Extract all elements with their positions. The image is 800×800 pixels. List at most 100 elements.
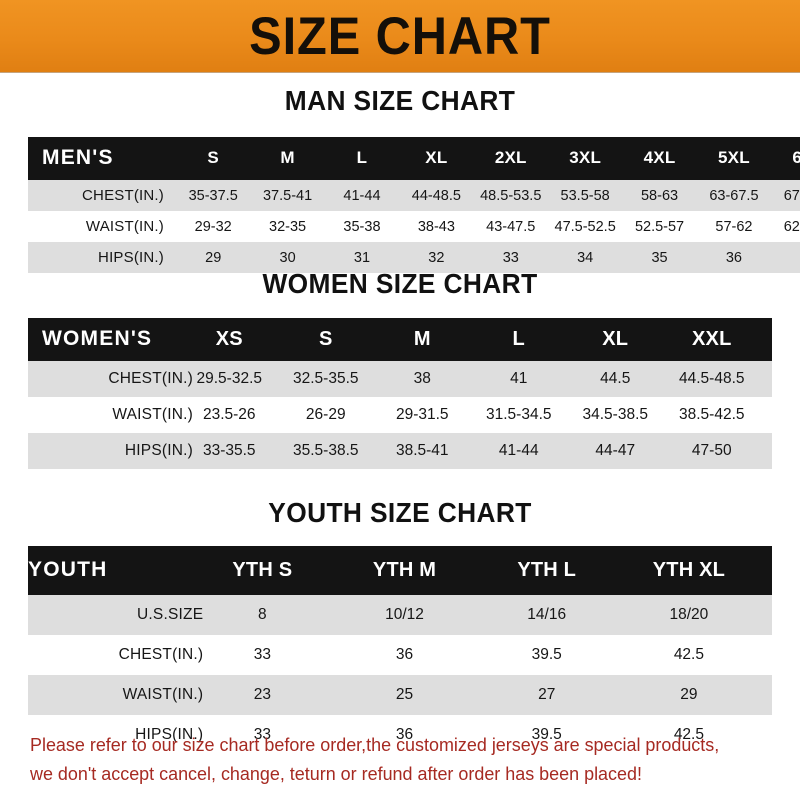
man-column-header-5xl: 5XL (718, 148, 750, 167)
youth-cell-value: 10/12 (345, 595, 488, 635)
women-cell-value: 31.5-34.5 (482, 397, 579, 433)
youth-cell-value: 8 (203, 595, 346, 635)
youth-cell-value: 23 (203, 675, 346, 715)
women-cell-value: 34.5-38.5 (579, 397, 676, 433)
section-heading-youth: YOUTH SIZE CHART (268, 497, 532, 528)
man-row-label: WAIST(IN.) (28, 211, 176, 242)
table-row: HIPS(IN.) 33 36 39.5 42.5 (28, 715, 772, 755)
women-cell-value: 38.5-42.5 (675, 397, 772, 433)
table-row: WAIST(IN.) 29-32 32-35 35-38 38-43 43-47.5 47.… (28, 211, 800, 242)
women-table-body: CHEST(IN.) 29.5-32.5 32.5-35.5 38 41 44.5 44.5… (28, 361, 772, 469)
man-cell-value: 57-62 (696, 211, 772, 242)
women-size-table: WOMEN'S XS S M L XL XXL CHEST(IN.) 29.5-32.5 32.… (28, 318, 772, 469)
women-row-label-header: WOMEN'S (42, 327, 153, 350)
women-column-header-xs: XS (215, 327, 243, 350)
youth-cell-value: 29 (629, 675, 772, 715)
man-column-header-s: S (207, 148, 219, 167)
man-cell-value: 35 (622, 242, 697, 273)
page-title: SIZE CHART (249, 6, 551, 66)
man-cell-value: 33 (473, 242, 548, 273)
man-cell-value: 38-43 (399, 211, 474, 242)
youth-column-header-yth-s: YTH S (232, 558, 293, 581)
women-row-label: CHEST(IN.) (28, 361, 193, 397)
women-header-row: WOMEN'S XS S M L XL XXL (28, 318, 772, 361)
women-cell-value: 23.5-26 (193, 397, 290, 433)
man-cell-value: 43-47.5 (473, 211, 548, 242)
youth-cell-value: 36 (345, 635, 488, 675)
man-cell-value: 29-32 (176, 211, 251, 242)
youth-cell-value: 18/20 (629, 595, 772, 635)
women-row-label: HIPS(IN.) (28, 433, 193, 469)
women-cell-value: 38.5-41 (386, 433, 483, 469)
youth-cell-value: 39.5 (487, 715, 630, 755)
women-cell-value: 47-50 (675, 433, 772, 469)
man-cell-value: 53.5-58 (547, 180, 623, 211)
man-cell-value: 37.5-41 (250, 180, 325, 211)
women-cell-value: 29-31.5 (386, 397, 483, 433)
youth-row-label: HIPS(IN.) (28, 715, 204, 755)
youth-column-header-yth-m: YTH M (372, 558, 437, 581)
women-cell-value: 44.5-48.5 (675, 361, 772, 397)
man-row-label-header: MEN'S (42, 146, 114, 169)
man-cell-value: 62-66.5 (771, 211, 800, 242)
man-cell-value: 32 (399, 242, 474, 273)
man-column-header-2xl: 2XL (494, 148, 527, 167)
man-row-label: HIPS(IN.) (28, 242, 176, 273)
man-column-header-m: M (280, 148, 295, 167)
men-header-row: MEN'S S M L XL 2XL 3XL 4XL 5XL 6XL (28, 137, 800, 180)
women-cell-value: 32.5-35.5 (289, 361, 386, 397)
women-column-header-xxl: XXL (692, 327, 732, 350)
youth-cell-value: 27 (487, 675, 630, 715)
youth-column-header-yth-l: YTH L (517, 558, 577, 581)
table-row: HIPS(IN.)293031323334353637 (28, 242, 800, 273)
youth-size-table: YOUTH YTH S YTH M YTH L YTH XL U.S.SIZE 8 10/1… (28, 546, 772, 755)
youth-cell-value: 39.5 (487, 635, 630, 675)
women-column-header-l: L (512, 327, 525, 350)
women-cell-value: 41 (482, 361, 579, 397)
youth-cell-value: 42.5 (629, 715, 772, 755)
men-table-body: CHEST(IN.) 35-37.5 37.5-41 41-44 44-48.5 48.5… (28, 180, 800, 273)
youth-cell-value: 36 (345, 715, 488, 755)
man-cell-value: 35-38 (324, 211, 400, 242)
man-cell-value: 34 (547, 242, 623, 273)
man-column-header-4xl: 4XL (643, 148, 676, 167)
women-column-header-s: S (318, 327, 333, 350)
youth-row-label: WAIST(IN.) (28, 675, 204, 715)
man-cell-value: 41-44 (324, 180, 400, 211)
women-column-header-xl: XL (602, 327, 629, 350)
youth-row-label-header: YOUTH (28, 558, 108, 581)
man-cell-value: 37 (771, 242, 800, 273)
women-row-label: WAIST(IN.) (28, 397, 193, 433)
youth-table-body: U.S.SIZE 8 10/12 14/16 18/20 CHEST(IN.) 33 36 39… (28, 595, 772, 755)
section-heading-man: MAN SIZE CHART (284, 85, 516, 116)
man-cell-value: 67.5-72 (771, 180, 800, 211)
disclaimer-line-1: Please refer to our size chart before or… (30, 734, 720, 755)
women-cell-value: 35.5-38.5 (289, 433, 386, 469)
man-column-header-3xl: 3XL (569, 148, 602, 167)
man-column-header-xl: XL (425, 148, 448, 167)
women-cell-value: 26-29 (289, 397, 386, 433)
man-cell-value: 32-35 (250, 211, 325, 242)
man-cell-value: 44-48.5 (399, 180, 474, 211)
youth-cell-value: 14/16 (487, 595, 630, 635)
table-row: CHEST(IN.) 29.5-32.5 32.5-35.5 38 41 44.5 44.5… (28, 361, 772, 397)
man-cell-value: 52.5-57 (622, 211, 697, 242)
man-cell-value: 58-63 (622, 180, 697, 211)
man-row-label: CHEST(IN.) (28, 180, 176, 211)
women-cell-value: 44-47 (579, 433, 676, 469)
women-cell-value: 38 (386, 361, 483, 397)
man-cell-value: 31 (324, 242, 400, 273)
man-cell-value: 48.5-53.5 (473, 180, 548, 211)
women-table-head: WOMEN'S XS S M L XL XXL (28, 318, 772, 361)
man-cell-value: 35-37.5 (176, 180, 251, 211)
youth-row-label: U.S.SIZE (28, 595, 204, 635)
men-size-table: MEN'SSMLXL2XL3XL4XL5XL6XL CHEST(IN.)35-3… (28, 137, 800, 273)
youth-row-label: CHEST(IN.) (28, 635, 204, 675)
youth-cell-value: 33 (203, 635, 346, 675)
women-column-header-m: M (413, 327, 431, 350)
women-cell-value: 33-35.5 (193, 433, 290, 469)
youth-table-head: YOUTH YTH S YTH M YTH L YTH XL (28, 546, 772, 595)
table-row: CHEST(IN.) 35-37.5 37.5-41 41-44 44-48.5 48.5… (28, 180, 800, 211)
man-cell-value: 47.5-52.5 (547, 211, 623, 242)
men-table-head: MEN'S S M L XL 2XL 3XL 4XL 5XL 6XL (28, 137, 800, 180)
